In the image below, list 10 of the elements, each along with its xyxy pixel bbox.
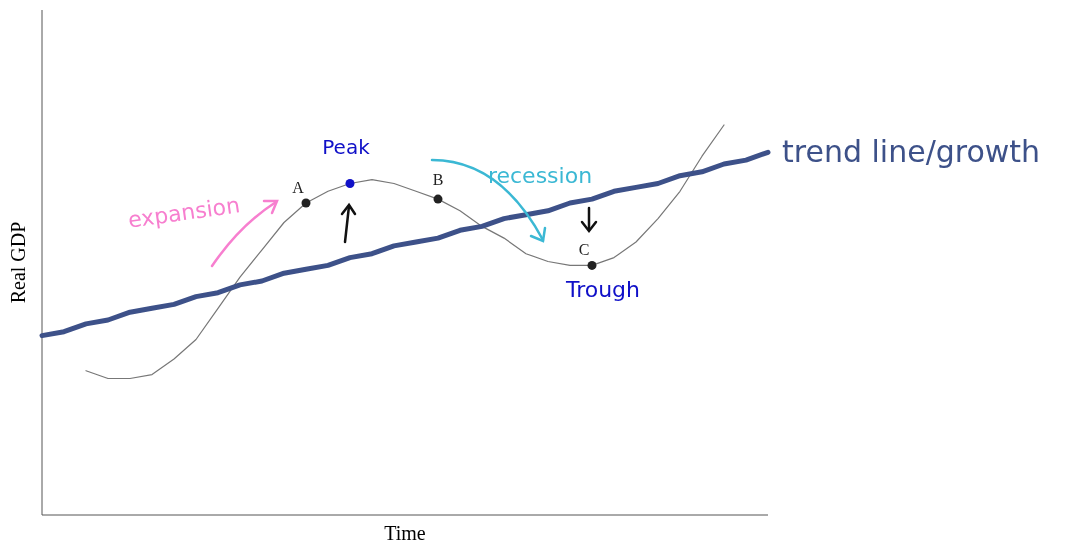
annotation: B [432,171,444,189]
series-label: trend line/growth [782,134,1041,170]
annotation: C [578,241,590,259]
annotation: expansion [126,192,242,233]
annotation: recession [487,163,593,188]
annotation: Trough [564,277,641,302]
annotation: Peak [322,134,371,159]
y-axis-title: Real GDP [7,221,29,304]
x-axis-title: Time [384,522,426,544]
annotation: A [292,179,305,196]
